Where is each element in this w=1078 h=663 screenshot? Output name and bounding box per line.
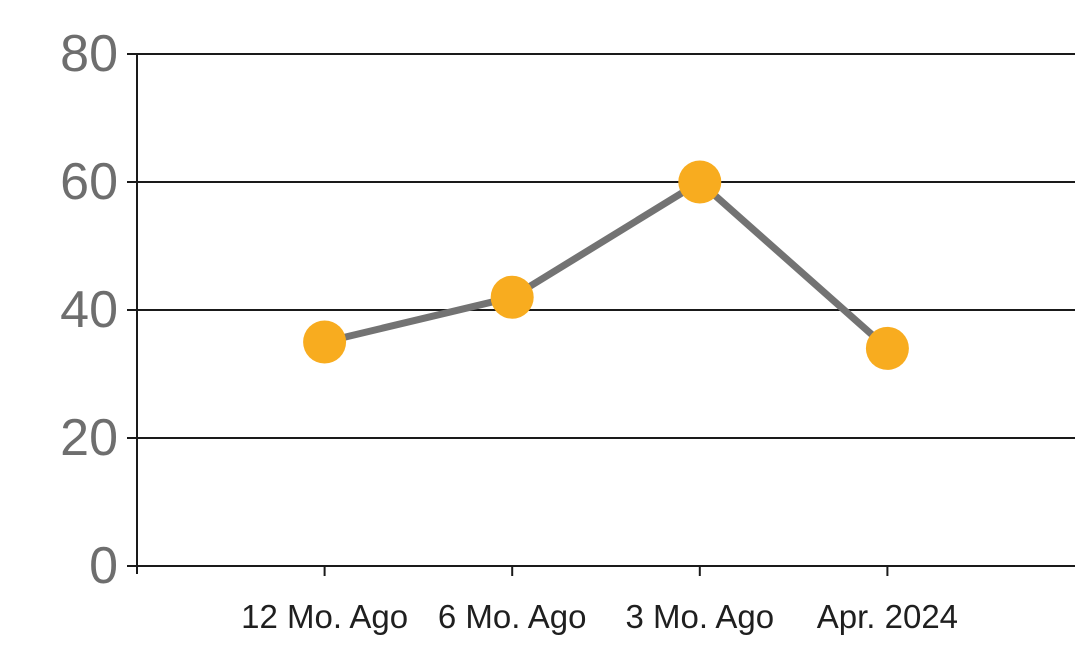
- data-point-marker-1: [490, 275, 534, 319]
- y-axis-label-60: 60: [60, 153, 118, 211]
- y-axis-label-40: 40: [60, 281, 118, 339]
- y-axis-label-0: 0: [89, 537, 118, 595]
- series-line: [321, 178, 891, 352]
- y-axis-label-20: 20: [60, 409, 118, 467]
- x-axis-label-3: Apr. 2024: [817, 598, 958, 635]
- x-axis-label-2: 3 Mo. Ago: [625, 598, 774, 635]
- data-point-marker-3: [865, 326, 909, 370]
- data-point-marker-0: [303, 320, 347, 364]
- y-axis-label-80: 80: [60, 25, 118, 83]
- data-point-marker-2: [678, 160, 722, 204]
- x-axis-label-0: 12 Mo. Ago: [241, 598, 408, 635]
- x-axis-label-1: 6 Mo. Ago: [438, 598, 587, 635]
